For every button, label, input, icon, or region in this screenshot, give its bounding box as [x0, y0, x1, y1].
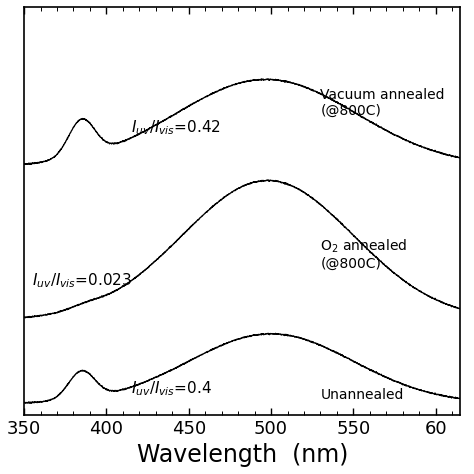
Text: $I_{uv}/I_{vis}$=0.023: $I_{uv}/I_{vis}$=0.023	[32, 272, 133, 291]
Text: O$_2$ annealed
(@800C): O$_2$ annealed (@800C)	[320, 237, 408, 271]
Text: $I_{uv}/I_{vis}$=0.42: $I_{uv}/I_{vis}$=0.42	[131, 118, 221, 137]
X-axis label: Wavelength  (nm): Wavelength (nm)	[137, 443, 348, 467]
Text: $I_{uv}/I_{vis}$=0.4: $I_{uv}/I_{vis}$=0.4	[131, 379, 212, 398]
Text: Vacuum annealed
(@800C): Vacuum annealed (@800C)	[320, 88, 445, 118]
Text: Unannealed: Unannealed	[320, 388, 404, 401]
